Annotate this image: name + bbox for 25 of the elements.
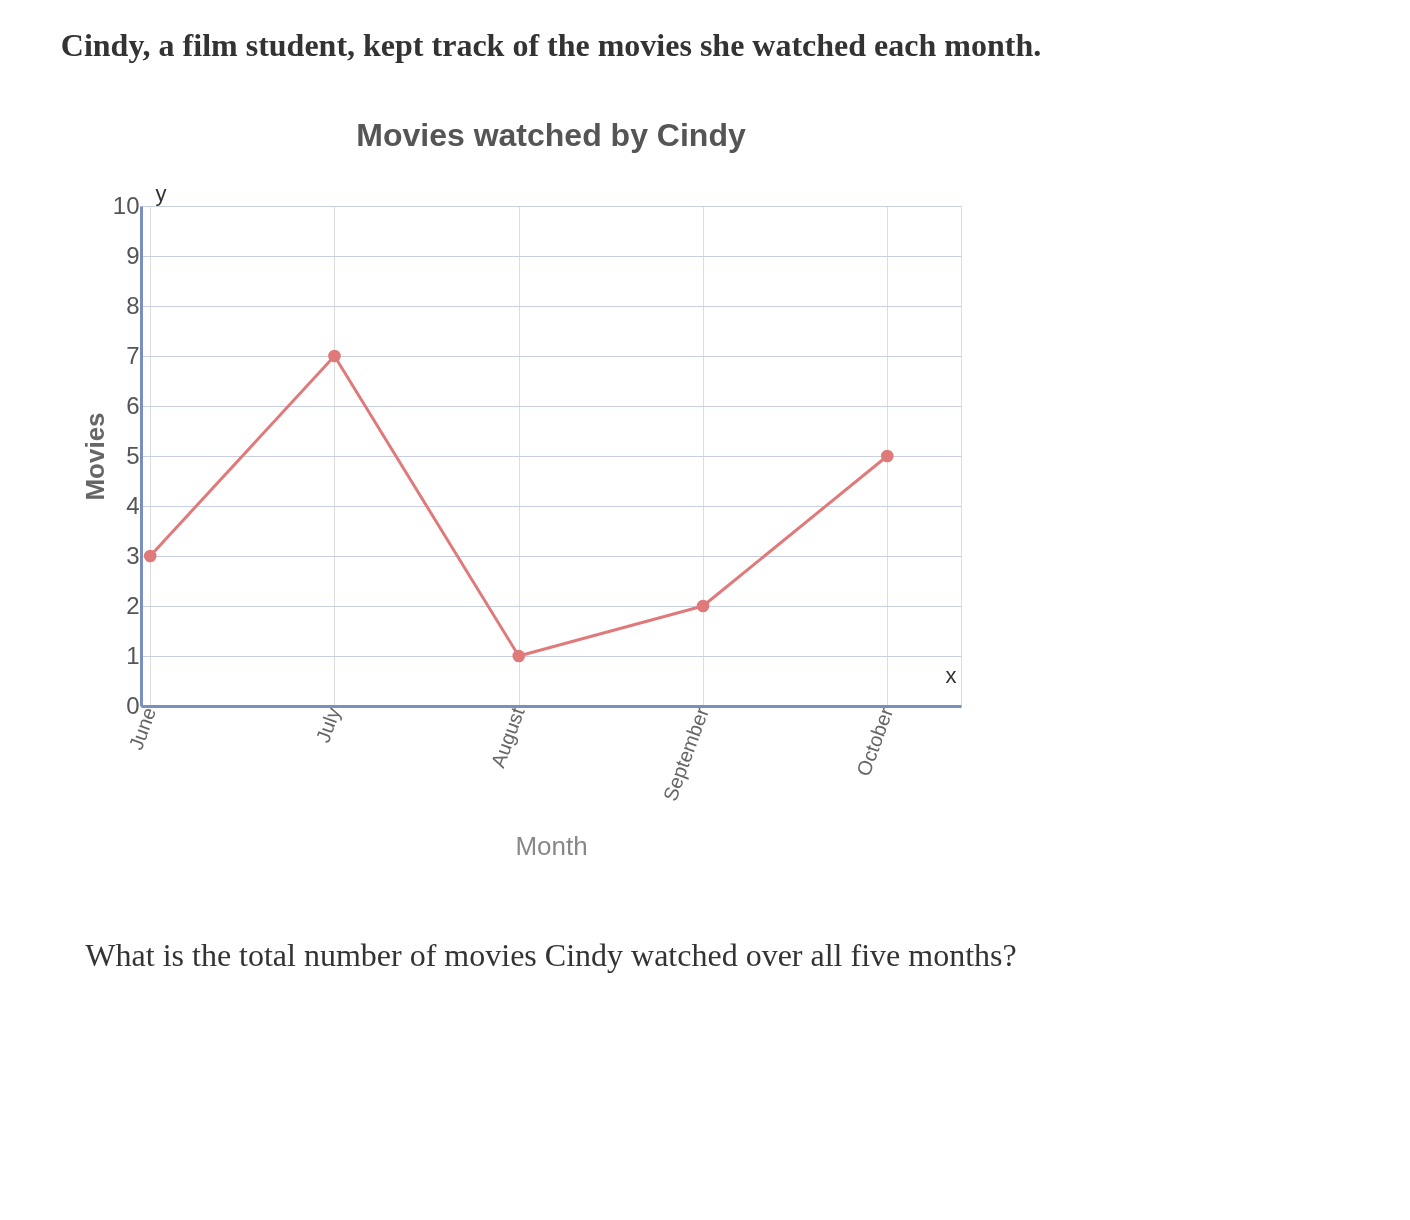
text: y bbox=[155, 181, 167, 206]
y-tick-label: 9 bbox=[126, 241, 140, 269]
x-tick-label: October bbox=[852, 704, 898, 779]
y-tick-label: 3 bbox=[126, 541, 140, 569]
chart-title: Movies watched by Cindy bbox=[356, 117, 746, 153]
point bbox=[143, 549, 157, 563]
x-tick-label: August bbox=[486, 703, 529, 771]
point bbox=[880, 449, 894, 463]
y-tick-label: 6 bbox=[126, 391, 140, 419]
point bbox=[696, 599, 710, 613]
y-tick-label: 1 bbox=[126, 641, 140, 669]
text: Cindy, a film student, kept track of the movies she watched each month. bbox=[60, 27, 1042, 63]
text: What is the total number of movies Cindy watched over all five months? bbox=[85, 937, 1017, 973]
y-tick-label: 4 bbox=[126, 491, 140, 519]
y-tick-label: 7 bbox=[126, 341, 140, 369]
y-tick-label: 2 bbox=[126, 591, 140, 619]
x-axis-title: Month bbox=[515, 830, 588, 861]
y-tick-label: 5 bbox=[126, 441, 140, 469]
y-tick-label: 10 bbox=[112, 191, 140, 219]
annotation: x bbox=[945, 663, 957, 688]
point bbox=[512, 649, 526, 663]
x-tick-label: July bbox=[311, 704, 345, 746]
point bbox=[328, 349, 341, 363]
y-tick-label: 8 bbox=[126, 291, 140, 319]
y-axis-title: Movies bbox=[79, 412, 110, 501]
